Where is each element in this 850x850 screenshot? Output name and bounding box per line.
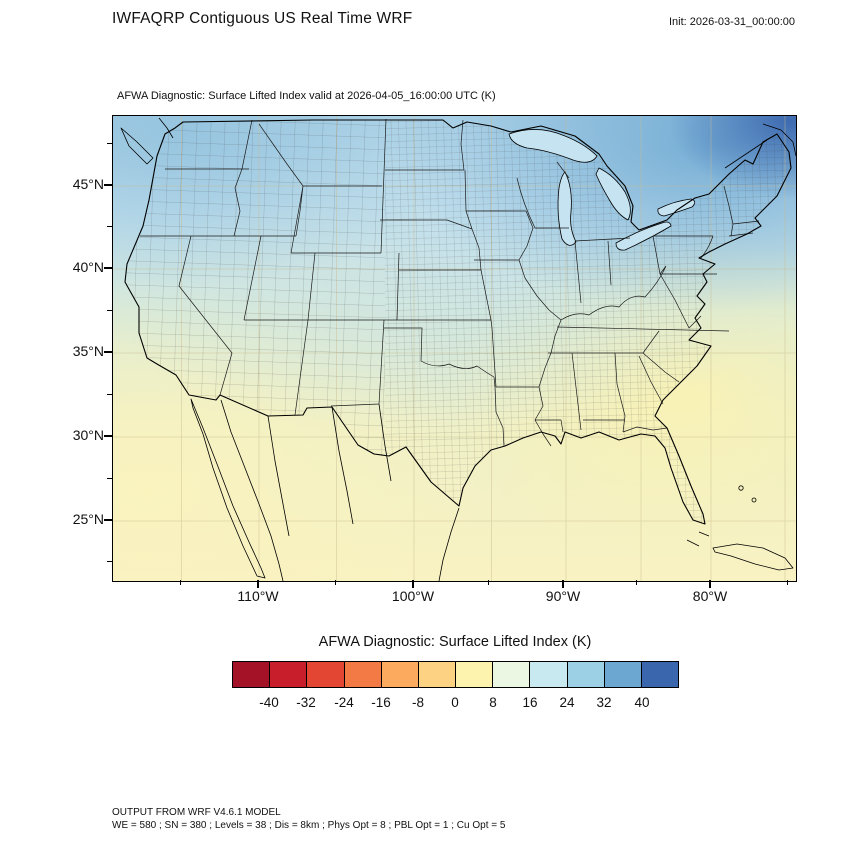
axis-tick <box>104 184 112 186</box>
colorbar-cell <box>566 661 605 688</box>
y-axis-label-25n: 25°N <box>72 511 104 527</box>
axis-tick <box>636 580 637 585</box>
x-axis-label-90w: 90°W <box>545 588 581 604</box>
colorbar-cell <box>455 661 494 688</box>
colorbar-tick-label: 32 <box>596 695 612 710</box>
colorbar-tick-label: 0 <box>451 695 459 710</box>
great-lakes <box>508 129 696 251</box>
axis-tick <box>107 477 112 479</box>
colorbar-tick-label: 40 <box>634 695 650 710</box>
colorbar-tick-label: -8 <box>411 695 424 710</box>
y-axis-label-45n: 45°N <box>72 176 104 192</box>
colorbar-tick-label: -16 <box>371 695 391 710</box>
us-map-svg <box>113 116 796 581</box>
colorbar-cell <box>492 661 531 688</box>
x-axis-label-110w: 110°W <box>237 588 279 604</box>
colorbar-tick-label: 8 <box>489 695 497 710</box>
plot-subtitle: AFWA Diagnostic: Surface Lifted Index va… <box>117 90 496 102</box>
y-axis-label-40n: 40°N <box>72 259 104 275</box>
us-outline <box>124 119 792 525</box>
axis-tick <box>107 561 112 562</box>
axis-tick <box>107 226 112 227</box>
axis-tick <box>180 580 181 585</box>
axis-tick <box>107 143 112 144</box>
axis-tick <box>104 519 112 521</box>
axis-tick <box>104 267 112 269</box>
init-time-label: Init: 2026-03-31_00:00:00 <box>669 16 795 28</box>
colorbar-cell <box>306 661 345 688</box>
axis-tick <box>257 580 259 588</box>
page-title: IWFAQRP Contiguous US Real Time WRF <box>112 10 413 27</box>
colorbar-tick-label: -24 <box>334 695 354 710</box>
footer-line2: WE = 580 ; SN = 380 ; Levels = 38 ; Dis … <box>112 820 506 831</box>
axis-tick <box>104 435 112 437</box>
x-axis-label-100w: 100°W <box>391 588 435 604</box>
axis-tick <box>709 580 711 588</box>
map-frame <box>112 115 797 582</box>
x-axis-label-80w: 80°W <box>692 588 728 604</box>
axis-tick <box>487 580 489 585</box>
colorbar-cell <box>232 661 271 688</box>
y-axis-label-30n: 30°N <box>72 427 104 443</box>
axis-tick <box>107 393 112 395</box>
axis-tick <box>107 309 112 311</box>
colorbar-tick-label: -32 <box>296 695 316 710</box>
colorbar-cell <box>529 661 568 688</box>
colorbar-title: AFWA Diagnostic: Surface Lifted Index (K… <box>318 634 592 650</box>
axis-tick <box>335 580 336 585</box>
y-axis-label-35n: 35°N <box>72 343 104 359</box>
foreign-coastlines <box>120 117 796 581</box>
colorbar-cell <box>343 661 382 688</box>
colorbar <box>232 661 680 688</box>
axis-tick <box>562 580 564 588</box>
colorbar-tick-label: 24 <box>559 695 575 710</box>
colorbar-tick-label: 16 <box>522 695 538 710</box>
footer-annotation: OUTPUT FROM WRF V4.6.1 MODEL WE = 580 ; … <box>112 806 505 832</box>
axis-tick <box>787 580 788 585</box>
axis-tick <box>412 580 414 588</box>
footer-line1: OUTPUT FROM WRF V4.6.1 MODEL <box>112 807 281 818</box>
colorbar-cell <box>269 661 308 688</box>
colorbar-cell <box>417 661 457 688</box>
colorbar-cell <box>380 661 419 688</box>
colorbar-cell <box>640 661 680 688</box>
state-boundaries <box>140 118 760 447</box>
colorbar-tick-label: -40 <box>259 695 279 710</box>
axis-tick <box>104 351 112 353</box>
colorbar-cell <box>603 661 642 688</box>
